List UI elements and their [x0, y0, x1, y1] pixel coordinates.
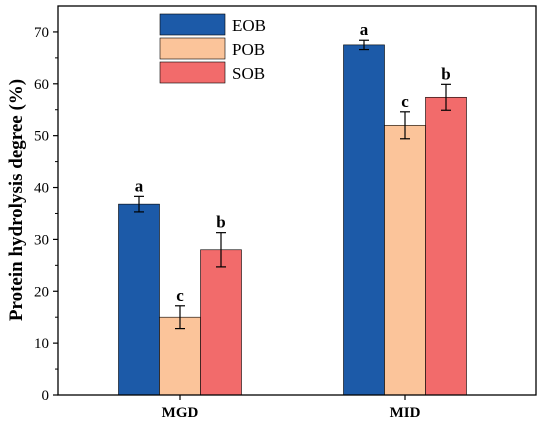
legend-swatch-sob [159, 61, 226, 84]
significance-label-sob-mid: b [441, 64, 450, 83]
error-bar-eob-mgd [134, 195, 144, 213]
y-tick-label-20: 20 [34, 284, 49, 300]
bar-pob-mgd [159, 316, 201, 396]
x-tick-label-mgd: MGD [162, 405, 199, 421]
legend-item-eob: EOB [159, 13, 266, 36]
significance-labels-layer: a c b a c b [135, 20, 451, 305]
y-tick-label-50: 50 [34, 129, 49, 145]
legend-item-sob: SOB [159, 61, 265, 84]
significance-label-sob-mgd: b [216, 213, 225, 232]
x-tick-label-mid: MID [390, 405, 421, 421]
significance-label-eob-mgd: a [135, 176, 144, 195]
y-tick-label-10: 10 [34, 336, 49, 352]
error-bar-pob-mid [400, 111, 410, 140]
error-bar-eob-mid [359, 39, 369, 51]
bar-sob-mgd [200, 249, 242, 396]
legend-swatch-eob [159, 13, 226, 36]
error-bar-pob-mgd [175, 305, 185, 330]
legend-label-sob: SOB [232, 64, 265, 83]
legend-swatch-pob [159, 37, 226, 60]
y-tick-label-40: 40 [34, 181, 49, 197]
significance-label-eob-mid: a [360, 20, 369, 39]
y-tick-label-60: 60 [34, 77, 49, 93]
legend: EOB POB SOB [159, 13, 266, 84]
error-bars-layer [134, 39, 451, 330]
bar-pob-mid [384, 124, 426, 396]
error-bar-sob-mgd [216, 232, 226, 268]
bars-layer [118, 44, 467, 396]
y-tick-label-70: 70 [34, 25, 49, 41]
bar-eob-mid [343, 44, 385, 396]
y-axis-label: Protein hydrolysis degree (%) [6, 79, 27, 321]
significance-label-pob-mgd: c [176, 286, 184, 305]
y-axis: 0 10 20 30 40 50 60 70 [34, 25, 58, 404]
y-tick-label-0: 0 [42, 388, 50, 404]
error-bar-sob-mid [441, 83, 451, 111]
x-axis: MGD MID [162, 395, 421, 421]
legend-label-pob: POB [232, 40, 265, 59]
bar-sob-mid [425, 96, 467, 396]
legend-label-eob: EOB [232, 16, 266, 35]
significance-label-pob-mid: c [401, 92, 409, 111]
y-tick-label-30: 30 [34, 232, 49, 248]
plot-frame [57, 5, 537, 396]
legend-item-pob: POB [159, 37, 265, 60]
bar-eob-mgd [118, 203, 160, 396]
